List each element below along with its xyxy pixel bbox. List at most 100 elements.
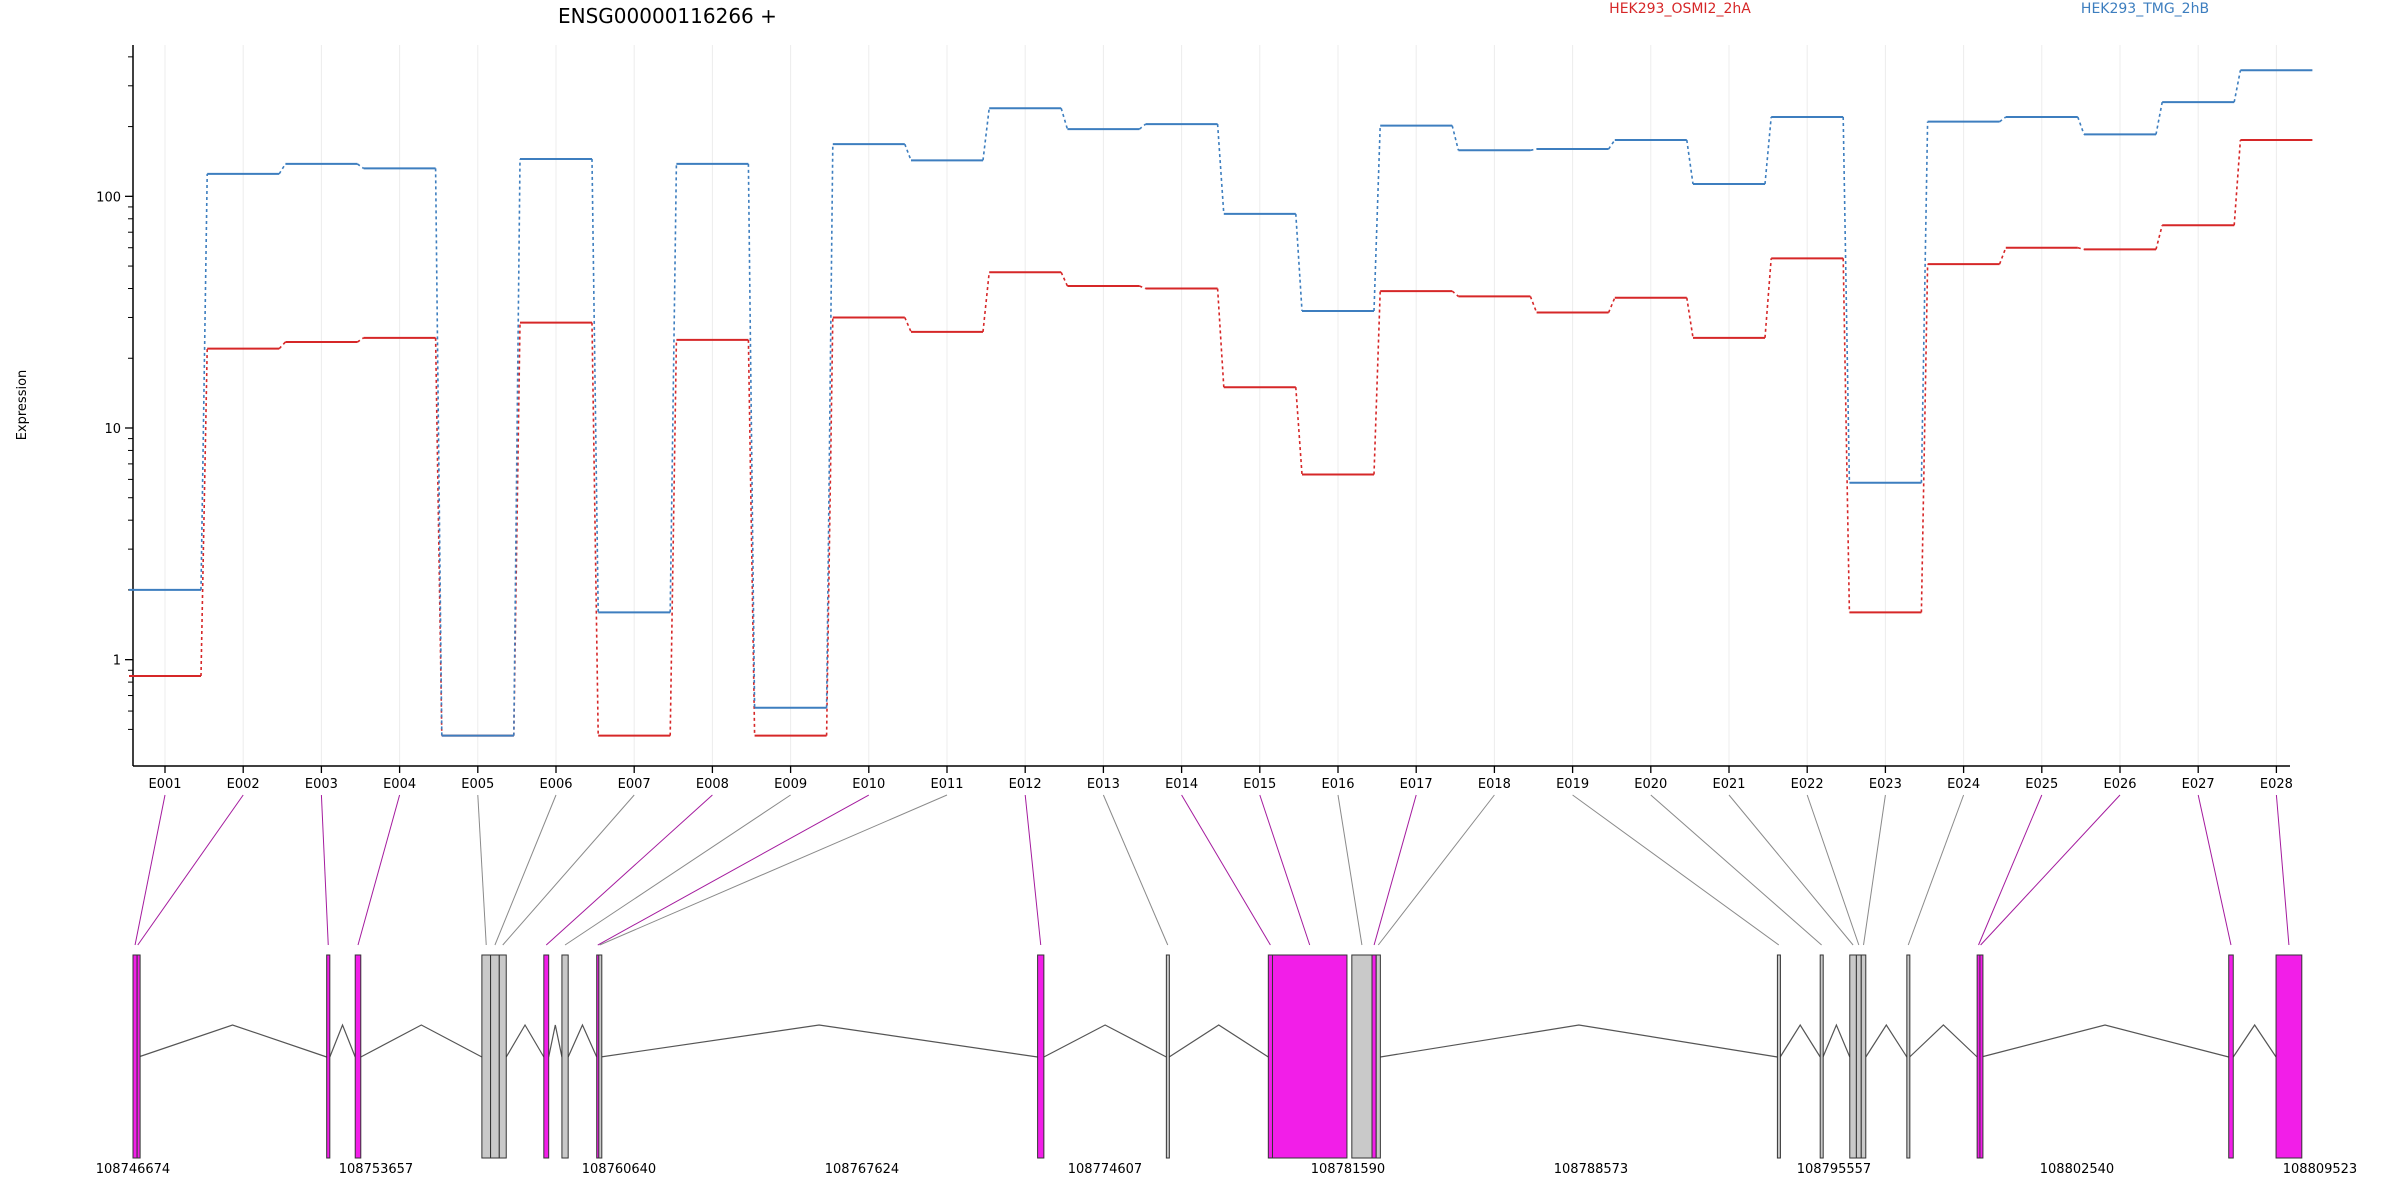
y-tick-label: 100 [96, 190, 121, 205]
x-tick-label: E025 [2025, 777, 2058, 792]
exon-connector [599, 794, 948, 946]
legend: HEK293_OSMI2_2hA HEK293_TMG_2hB [1609, 1, 2209, 17]
x-tick-label: E005 [461, 777, 494, 792]
legend-entry: HEK293_OSMI2_2hA [1609, 1, 1751, 17]
series-connector [591, 158, 599, 613]
exon-box [543, 954, 550, 1159]
genomic-coordinate-label: 108767624 [825, 1162, 899, 1177]
series-connector [1920, 264, 1929, 613]
intron-line [1822, 1023, 1851, 1058]
exon-box [1819, 954, 1824, 1159]
legend-entry: HEK293_TMG_2hB [2081, 1, 2209, 17]
exon-box [136, 954, 141, 1159]
exon-box [490, 954, 500, 1159]
intron-line [1779, 1023, 1821, 1058]
series-connector [1373, 291, 1381, 475]
x-tick-label: E012 [1009, 777, 1042, 792]
exon-connector [477, 794, 487, 946]
exon-box [326, 954, 331, 1159]
series-connector [2155, 225, 2163, 250]
exon-box [498, 954, 507, 1159]
y-tick-label: 1 [113, 654, 121, 669]
exon-connector [1572, 794, 1780, 946]
series-connector [513, 158, 521, 736]
vertical-grid [164, 45, 2277, 766]
x-tick-label: E020 [1634, 777, 1667, 792]
exon-connector [564, 794, 791, 946]
x-tick-label: E026 [2103, 777, 2136, 792]
intron-line [1909, 1024, 1978, 1058]
series-connector [591, 322, 599, 736]
x-tick-label: E009 [774, 777, 807, 792]
series-connector [1451, 290, 1459, 297]
series-connector [1686, 139, 1694, 185]
exon-box [1906, 954, 1911, 1159]
exon-connector [1377, 794, 1495, 946]
exon-connector [1259, 794, 1311, 946]
series-connector [1764, 116, 1772, 185]
exon-box [1037, 954, 1045, 1159]
series-connector [1842, 116, 1851, 483]
series-connector [2233, 70, 2242, 103]
series-connector [2077, 246, 2085, 251]
x-tick-label: E007 [618, 777, 651, 792]
x-tick-label: E019 [1556, 777, 1589, 792]
genomic-coordinate-label: 108795557 [1797, 1162, 1871, 1177]
intron-line [329, 1023, 356, 1058]
x-tick-label: E006 [539, 777, 572, 792]
exon-connector [1337, 794, 1363, 946]
series-connector [669, 163, 678, 613]
exon-connector [494, 794, 557, 946]
intron-line [600, 1024, 1038, 1058]
series-connector [1530, 148, 1537, 152]
exon-connector [1181, 794, 1271, 946]
intron-line [360, 1024, 483, 1058]
exon-connector [357, 794, 401, 946]
x-tick-label: E001 [148, 777, 181, 792]
exon-box [1271, 954, 1348, 1159]
genomic-coordinate-label: 108774607 [1068, 1162, 1142, 1177]
series-connector [1295, 387, 1303, 475]
exon-connector [320, 794, 329, 946]
series-connector [1842, 258, 1851, 613]
exon-connector [1806, 794, 1860, 946]
series-connector [1216, 124, 1225, 214]
intron-line [1043, 1024, 1167, 1058]
exon-box [561, 954, 569, 1159]
intron-line [1865, 1023, 1908, 1058]
series-lines [129, 69, 2313, 737]
exon-box [1375, 954, 1381, 1159]
x-tick-label: E028 [2260, 777, 2293, 792]
series-connector [825, 144, 834, 708]
series-connector [982, 272, 990, 332]
plot-axes: 1 10 100 E001 E002 E003 E004 E005 E006 E007 E008 E0… [96, 45, 2293, 792]
exon-connector [137, 794, 244, 946]
exon-connector [502, 794, 635, 946]
x-tick-label: E018 [1478, 777, 1511, 792]
genomic-coordinate-label: 108788573 [1554, 1162, 1628, 1177]
intron-line [1168, 1024, 1269, 1058]
series-connector [200, 348, 208, 677]
series-connector [982, 108, 990, 161]
intron-line [138, 1024, 327, 1058]
series-connector [278, 341, 286, 350]
exon-box [1371, 954, 1377, 1159]
intron-line [505, 1023, 545, 1058]
exon-box [354, 954, 362, 1159]
genomic-coordinate-label: 108760640 [582, 1162, 656, 1177]
series-connector [2155, 101, 2163, 135]
x-tick-label: E021 [1712, 777, 1745, 792]
series-connector [1529, 296, 1538, 313]
x-tick-label: E008 [696, 777, 729, 792]
exon-box [132, 954, 138, 1159]
exon-connector [1024, 794, 1042, 946]
x-tick-label: E022 [1791, 777, 1824, 792]
genomic-coordinate-label: 108753657 [339, 1162, 413, 1177]
exon-box [2228, 954, 2234, 1159]
series-connector [1139, 285, 1146, 290]
exon-box [1855, 954, 1862, 1159]
series-connector [1607, 297, 1616, 313]
series-connector [747, 163, 756, 708]
series-connector [356, 163, 365, 170]
exon-connector [1728, 794, 1854, 946]
